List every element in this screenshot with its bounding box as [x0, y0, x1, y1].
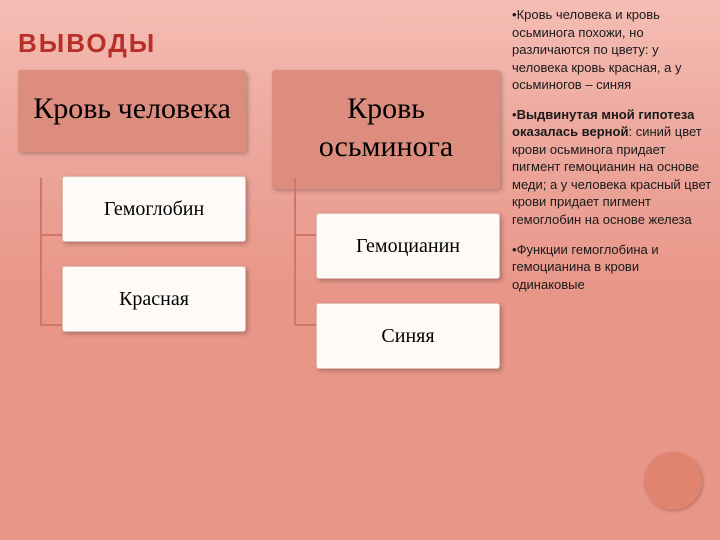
decorative-circle [644, 452, 702, 510]
conclusion-item: • Кровь человека и кровь осьминога похож… [512, 6, 712, 94]
comparison-diagram: Кровь человека Гемоглобин Красная Кровь ос… [18, 70, 500, 480]
conclusion-text: : синий цвет крови осьминога придает пиг… [512, 124, 711, 227]
conclusions-sidebar: • Кровь человека и кровь осьминога похож… [512, 6, 712, 305]
conclusion-text: Кровь человека и кровь осьминога похожи,… [512, 7, 681, 92]
conclusion-item: • Выдвинутая мной гипотеза оказалась вер… [512, 106, 712, 229]
child-node: Синяя [316, 303, 500, 369]
connector-horizontal [294, 324, 316, 326]
root-octopus-blood: Кровь осьминога [272, 70, 500, 189]
root-human-blood: Кровь человека [18, 70, 246, 152]
child-node: Гемоглобин [62, 176, 246, 242]
child-node: Гемоцианин [316, 213, 500, 279]
connector-vertical [40, 178, 42, 325]
conclusion-item: • Функции гемоглобина и гемоцианина в кр… [512, 241, 712, 294]
connector-horizontal [294, 234, 316, 236]
tree-human: Кровь человека Гемоглобин Красная [18, 70, 246, 480]
connector-horizontal [40, 324, 62, 326]
conclusion-text: Функции гемоглобина и гемоцианина в кров… [512, 242, 659, 292]
tree-octopus: Кровь осьминога Гемоцианин Синяя [272, 70, 500, 480]
connector-vertical [294, 178, 296, 325]
connector-horizontal [40, 234, 62, 236]
page-title: ВЫВОДЫ [18, 28, 156, 59]
child-node: Красная [62, 266, 246, 332]
